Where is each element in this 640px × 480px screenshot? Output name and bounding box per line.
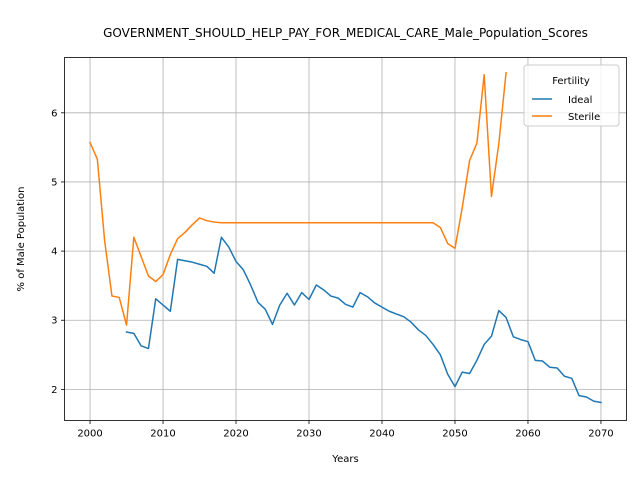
x-tick-label: 2010 — [150, 429, 175, 440]
x-tick-label: 2030 — [296, 429, 321, 440]
legend-title: Fertility — [552, 76, 590, 87]
y-tick-label: 2 — [51, 385, 57, 396]
x-tick-label: 2060 — [515, 429, 540, 440]
y-tick-label: 3 — [51, 316, 57, 327]
legend-label-sterile: Sterile — [568, 112, 600, 123]
chart-title: GOVERNMENT_SHOULD_HELP_PAY_FOR_MEDICAL_C… — [103, 26, 588, 40]
legend: Fertility Ideal Sterile — [524, 65, 619, 126]
x-axis-label: Years — [331, 454, 358, 465]
x-tick-label: 2040 — [369, 429, 394, 440]
y-axis-label: % of Male Population — [16, 187, 27, 292]
x-tick-label: 2050 — [442, 429, 467, 440]
y-tick-label: 6 — [51, 108, 57, 119]
y-tick-label: 4 — [51, 247, 57, 258]
x-tick-label: 2000 — [77, 429, 102, 440]
legend-label-ideal: Ideal — [568, 95, 592, 106]
x-tick-label: 2020 — [223, 429, 248, 440]
x-tick-label: 2070 — [588, 429, 613, 440]
y-tick-label: 5 — [51, 177, 57, 188]
